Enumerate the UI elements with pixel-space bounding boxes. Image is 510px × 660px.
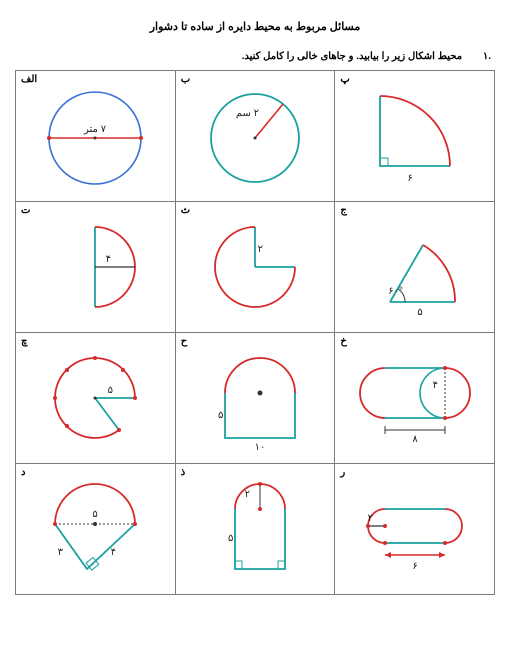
svg-text:۶۰°: ۶۰° <box>388 286 403 297</box>
question-text: محیط اشکال زیر را بیابید. و جاهای خالی ر… <box>242 51 463 62</box>
svg-text:۲: ۲ <box>245 489 250 500</box>
cell-r4c1: د ۵ ۳ ۴ <box>16 464 176 595</box>
cell-label: ذ <box>181 467 185 478</box>
cell-r2c2: ث ۲ <box>175 202 335 333</box>
svg-text:۴: ۴ <box>111 547 116 558</box>
svg-text:۶: ۶ <box>412 561 417 572</box>
svg-text:۱۰: ۱۰ <box>255 442 266 453</box>
cell-label: چ <box>21 336 27 347</box>
cell-label: خ <box>340 336 346 347</box>
cell-r1c1: الف ۷ متر <box>16 71 176 202</box>
question-number: .۱ <box>483 51 491 62</box>
cell-label: د <box>21 467 25 478</box>
cell-r2c1: ت ۴ <box>16 202 176 333</box>
figure-circle-radius: ۲ سم <box>176 71 335 201</box>
svg-text:۵: ۵ <box>218 410 223 421</box>
svg-text:۴: ۴ <box>106 254 111 265</box>
svg-text:۲: ۲ <box>367 513 372 524</box>
figure-sector-60: ۶۰° ۵ <box>335 202 494 332</box>
svg-text:۴: ۴ <box>432 380 437 391</box>
cell-label: ج <box>340 205 346 216</box>
cell-label: ب <box>181 74 190 85</box>
cell-label: الف <box>21 74 37 85</box>
svg-text:۶: ۶ <box>407 173 412 184</box>
svg-text:۵: ۵ <box>108 385 113 396</box>
svg-text:۳: ۳ <box>58 547 64 558</box>
cell-r3c2: ح ۵ ۱۰ <box>175 333 335 464</box>
figure-three-quarter: ۲ <box>176 202 335 332</box>
figure-circle-slice: ۵ <box>16 333 175 463</box>
svg-text:۵: ۵ <box>93 509 98 520</box>
figure-stadium: ۲ ۶ <box>335 464 494 594</box>
cell-label: ح <box>181 336 187 347</box>
cell-r1c2: ب ۲ سم <box>175 71 335 202</box>
figure-semicircle: ۴ <box>16 202 175 332</box>
figure-rect-semicircle-top: ۲ ۵ <box>176 464 335 594</box>
cell-label: ر <box>340 467 345 478</box>
question-line: .۱ محیط اشکال زیر را بیابید. و جاهای خال… <box>15 51 495 62</box>
svg-text:۸: ۸ <box>412 434 418 445</box>
cell-r3c3: خ ۴ ۸ <box>335 333 495 464</box>
svg-text:۵: ۵ <box>228 533 233 544</box>
svg-text:۵: ۵ <box>417 307 422 318</box>
cell-r4c3: ر ۲ ۶ <box>335 464 495 595</box>
figure-arch: ۵ ۱۰ <box>176 333 335 463</box>
figure-stadium-notch: ۴ ۸ <box>335 333 494 463</box>
figure-circle-diameter: ۷ متر <box>16 71 175 201</box>
svg-text:۷ متر: ۷ متر <box>83 124 107 135</box>
svg-text:۲ سم: ۲ سم <box>236 108 259 119</box>
svg-text:۲: ۲ <box>258 244 263 255</box>
figure-semicircle-triangle: ۵ ۳ ۴ <box>16 464 175 594</box>
cell-r4c2: ذ ۲ ۵ <box>175 464 335 595</box>
cell-r3c1: چ ۵ <box>16 333 176 464</box>
worksheet-title: مسائل مربوط به محیط دایره از ساده تا دشو… <box>15 20 495 33</box>
cell-label: ت <box>21 205 30 216</box>
cell-r2c3: ج ۶۰° ۵ <box>335 202 495 333</box>
cell-label: ث <box>181 205 190 216</box>
cell-r1c3: پ ۶ <box>335 71 495 202</box>
cell-label: پ <box>340 74 349 85</box>
figure-quarter-circle: ۶ <box>335 71 494 201</box>
problems-grid: پ ۶ ب ۲ سم الف ۷ متر ج <box>15 70 495 595</box>
